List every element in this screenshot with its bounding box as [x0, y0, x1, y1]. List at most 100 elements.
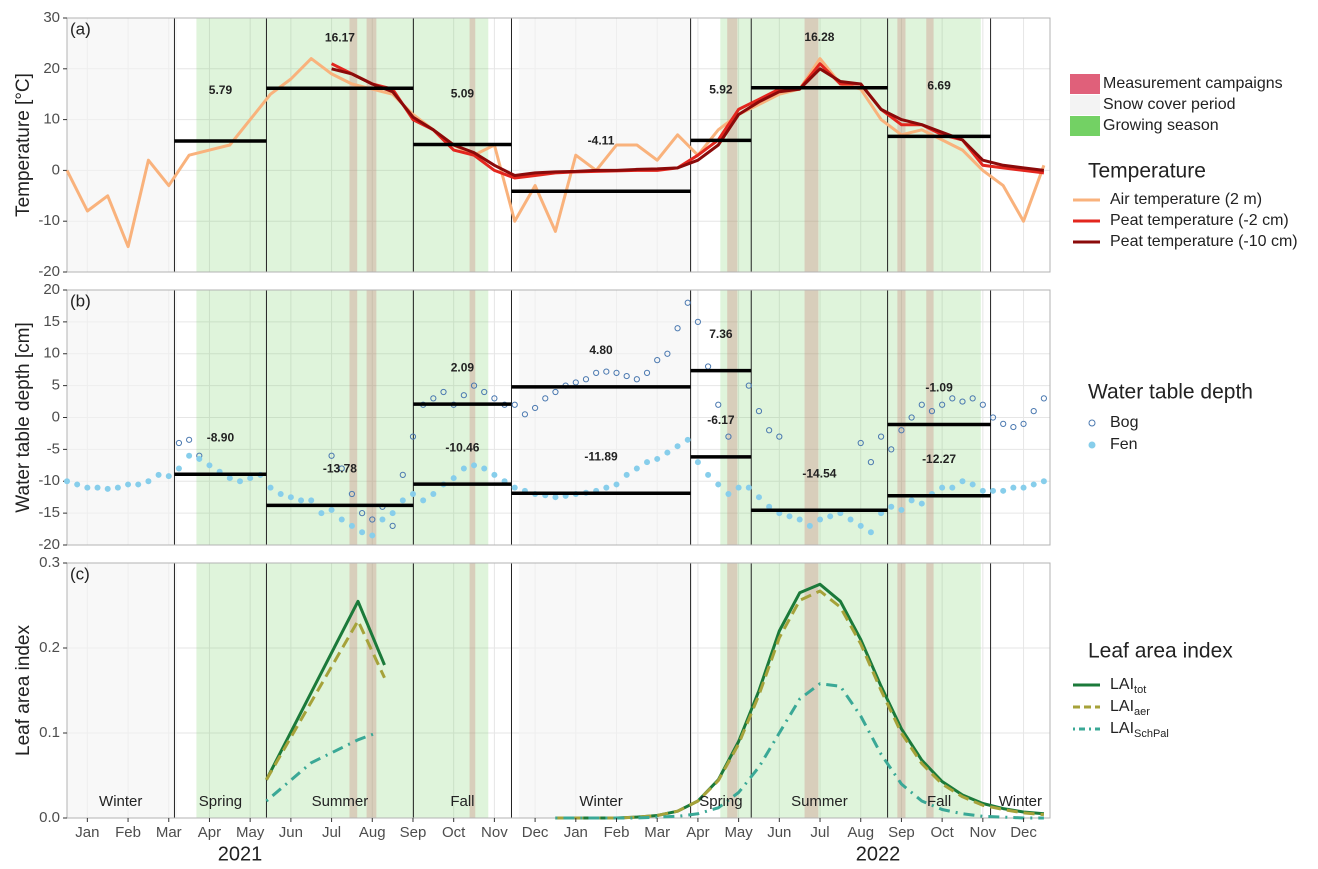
- y-tick-label: 0.3: [39, 554, 60, 571]
- data-point: [287, 494, 294, 501]
- data-point: [857, 522, 864, 529]
- data-point: [1040, 395, 1047, 402]
- data-point: [949, 484, 956, 491]
- data-point: [460, 465, 467, 472]
- y-tick-label: 20: [43, 281, 60, 298]
- y-tick-label: -20: [38, 536, 60, 553]
- shaded-period: [366, 563, 377, 818]
- legend-label: LAISchPal: [1110, 720, 1169, 740]
- y-axis-title: Leaf area index: [13, 625, 34, 756]
- data-point: [430, 395, 437, 402]
- season-label: Summer: [312, 793, 369, 810]
- data-point: [664, 350, 671, 357]
- data-point: [430, 491, 437, 497]
- y-tick-label: 15: [43, 313, 60, 330]
- y-tick-label: -15: [38, 504, 60, 521]
- y-tick-label: 20: [43, 60, 60, 77]
- data-point: [684, 299, 691, 306]
- shaded-period: [349, 563, 358, 818]
- mean-label: 4.80: [589, 343, 613, 357]
- data-point: [674, 443, 681, 450]
- legend-swatch: [1070, 74, 1100, 94]
- legend-label: Bog: [1110, 414, 1138, 431]
- data-point: [674, 325, 681, 332]
- y-tick-label: -5: [47, 440, 60, 457]
- legend-name: Air temperature (2 m): [1110, 191, 1262, 208]
- data-point: [460, 392, 467, 399]
- legend-label: LAIaer: [1110, 698, 1150, 718]
- legend-title: Temperature: [1088, 160, 1206, 183]
- shaded-period: [196, 563, 489, 818]
- data-point: [348, 490, 356, 498]
- x-tick-label: Nov: [481, 824, 508, 841]
- shaded-period: [804, 290, 819, 545]
- data-point: [74, 481, 81, 488]
- legend-label: LAItot: [1110, 676, 1146, 696]
- legend-name: LAI: [1110, 720, 1134, 737]
- data-point: [847, 516, 854, 523]
- mean-label: 6.69: [927, 79, 951, 93]
- y-tick-label: 10: [43, 345, 60, 362]
- data-point: [735, 484, 742, 491]
- data-point: [64, 478, 70, 485]
- shaded-period: [897, 563, 906, 818]
- legend-name: Peat temperature (-2 cm): [1110, 212, 1289, 229]
- data-point: [94, 484, 101, 491]
- data-point: [806, 522, 813, 529]
- mean-label: -13.78: [323, 462, 357, 476]
- shaded-period: [366, 18, 377, 272]
- legend-title: Leaf area index: [1088, 640, 1233, 663]
- data-point: [877, 433, 885, 440]
- legend-label: Peat temperature (-2 cm): [1110, 212, 1289, 229]
- panel-label: (a): [70, 19, 91, 38]
- data-point: [755, 408, 763, 415]
- data-point: [511, 484, 518, 491]
- data-point: [450, 475, 457, 482]
- data-point: [84, 484, 91, 491]
- mean-label: -1.09: [925, 381, 953, 395]
- mean-label: 5.92: [709, 82, 733, 96]
- x-tick-label: Jul: [322, 824, 341, 841]
- x-tick-label: Dec: [1010, 824, 1037, 841]
- x-tick-label: Oct: [442, 824, 466, 841]
- data-point: [705, 471, 712, 478]
- data-point: [145, 478, 152, 485]
- shaded-period: [926, 18, 934, 272]
- data-point: [440, 388, 447, 396]
- data-point: [471, 462, 478, 469]
- data-point: [959, 398, 966, 405]
- data-point: [603, 484, 610, 491]
- shaded-period: [720, 18, 981, 272]
- data-point: [135, 481, 142, 488]
- mean-label: -14.54: [802, 466, 836, 480]
- year-label: 2022: [856, 843, 901, 864]
- y-tick-label: 0.0: [39, 809, 60, 826]
- data-point: [531, 404, 539, 412]
- data-point: [389, 522, 396, 529]
- data-point: [908, 414, 915, 421]
- y-tick-label: 0.2: [39, 639, 60, 656]
- data-point: [898, 427, 905, 434]
- mean-label: -4.11: [588, 133, 615, 147]
- mean-label: -6.17: [707, 413, 735, 427]
- x-tick-label: Sep: [400, 824, 427, 841]
- data-point: [888, 446, 895, 453]
- data-point: [481, 388, 488, 396]
- data-point: [969, 395, 976, 402]
- data-point: [715, 401, 722, 408]
- shaded-period: [518, 18, 692, 272]
- y-tick-label: 0: [52, 408, 60, 425]
- panel-label: (c): [70, 564, 90, 583]
- data-point: [684, 436, 691, 443]
- data-point: [247, 475, 254, 482]
- data-point: [725, 433, 732, 440]
- panel-border: [66, 17, 1051, 273]
- y-tick-label: 5: [52, 377, 60, 394]
- data-point: [155, 471, 162, 478]
- data-point: [857, 439, 864, 447]
- y-tick-label: -10: [38, 472, 60, 489]
- data-point: [633, 465, 640, 472]
- x-tick-label: Apr: [686, 824, 709, 841]
- shaded-period: [926, 563, 934, 818]
- series-line: [265, 589, 1045, 820]
